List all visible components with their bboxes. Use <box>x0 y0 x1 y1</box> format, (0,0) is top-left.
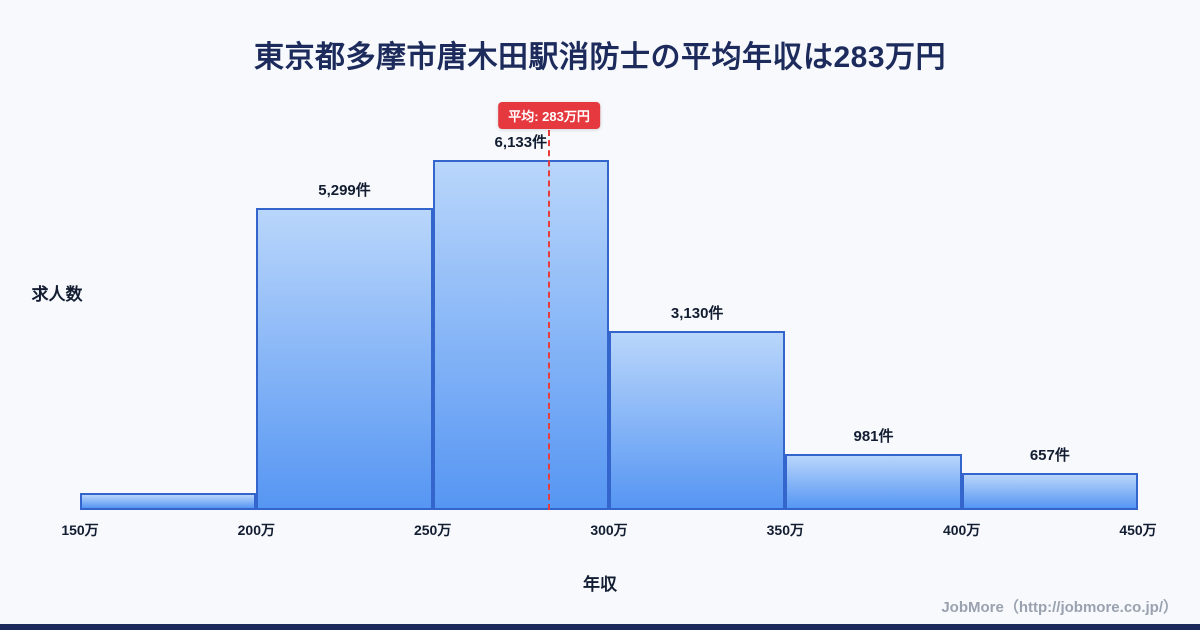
x-tick-label: 300万 <box>590 522 628 538</box>
histogram-plot: 平均: 283万円 5,299件 6,133件 3,130件 981件 657件 <box>80 102 1138 510</box>
y-axis-label: 求人数 <box>31 285 83 304</box>
histogram-bar <box>609 331 786 510</box>
average-line <box>548 130 551 510</box>
x-tick-label: 400万 <box>942 522 981 538</box>
x-tick-label: 350万 <box>766 522 805 538</box>
x-tick-label: 200万 <box>237 522 276 538</box>
bar-count-label: 657件 <box>1029 446 1070 464</box>
bottom-strip <box>0 624 1200 630</box>
bar-count-label: 6,133件 <box>494 134 548 152</box>
page-title: 東京都多摩市唐木田駅消防士の平均年収は283万円 <box>253 41 947 74</box>
x-axis-ticks: 150万 200万 250万 300万 350万 400万 450万 <box>61 520 1156 540</box>
average-badge: 平均: 283万円 <box>498 102 600 129</box>
x-tick-label: 450万 <box>1119 522 1157 538</box>
histogram-bar <box>785 454 962 510</box>
histogram-bar <box>432 160 609 510</box>
histogram-bar <box>256 207 433 510</box>
histogram-bar <box>80 492 257 510</box>
histogram-bar <box>961 472 1138 510</box>
x-axis-label: 年収 <box>583 575 617 594</box>
bar-count-label: 981件 <box>853 428 894 446</box>
bar-count-label: 5,299件 <box>318 181 371 199</box>
x-tick-label: 250万 <box>413 522 452 538</box>
footer-credit: JobMore（http://jobmore.co.jp/） <box>941 599 1178 616</box>
x-tick-label: 150万 <box>61 522 99 538</box>
bar-count-label: 3,130件 <box>670 305 724 323</box>
